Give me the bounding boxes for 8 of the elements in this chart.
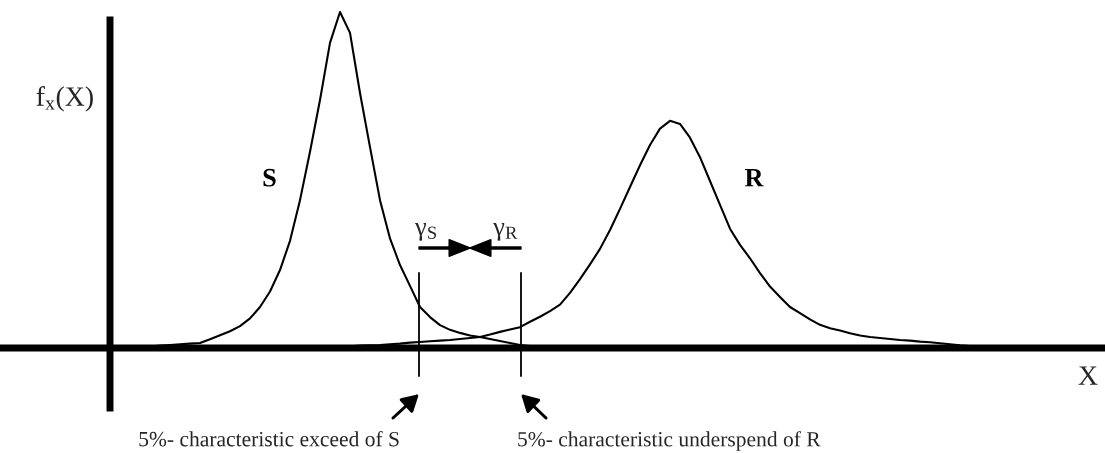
annotation: γ$_{R}$ [493,223,518,241]
y-axis-title: f$_{x}$(X) [36,86,93,112]
annotation: γ$_{S}$ [414,223,436,241]
series-label: R [744,169,764,187]
series-label: S [263,168,276,187]
text: 5%- characteristic underspend of R [518,431,821,451]
text: 5%- characteristic exceed of S [139,431,399,447]
x-axis-title: X [1078,366,1098,385]
